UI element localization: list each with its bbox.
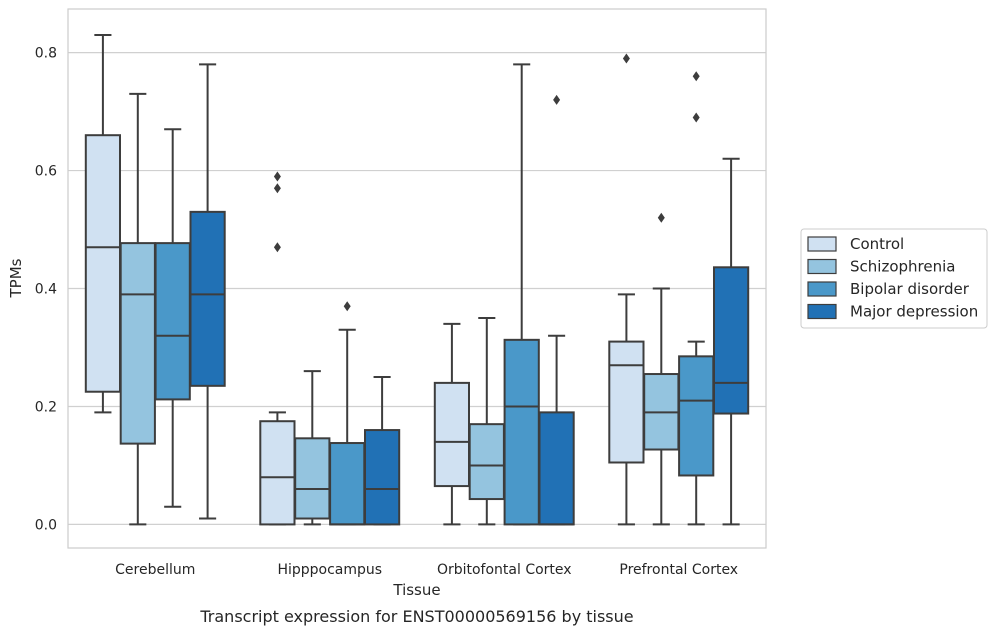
legend-label: Control — [850, 235, 904, 253]
box — [189, 210, 226, 387]
x-axis-label: Tissue — [392, 581, 440, 599]
x-tick-label: Hipppocampus — [277, 562, 382, 578]
box — [503, 338, 540, 526]
plot-frame — [67, 8, 767, 549]
box — [608, 340, 645, 464]
legend-swatch — [807, 236, 837, 252]
box-group — [363, 375, 401, 526]
box-group — [468, 317, 505, 526]
box-group — [433, 322, 471, 526]
box — [538, 411, 575, 526]
legend-swatch — [807, 303, 837, 320]
box — [294, 437, 331, 520]
box-group — [154, 128, 191, 508]
box-group — [119, 92, 156, 526]
legend-label: Major depression — [850, 303, 978, 321]
y-tick-labels: 0.0 0.2 0.4 0.6 0.8 — [35, 46, 57, 534]
outlier-point — [657, 212, 665, 223]
box-groups — [84, 33, 750, 526]
box-group — [294, 370, 331, 526]
legend-entries: Control Schizophrenia Bipolar disorder Majo… — [807, 235, 978, 321]
box — [154, 242, 191, 401]
box — [119, 242, 156, 445]
x-tick-label: Prefrontal Cortex — [619, 562, 738, 578]
y-tick-label: 0.6 — [35, 164, 57, 180]
legend-swatch — [807, 281, 837, 297]
box — [363, 429, 401, 526]
outlier-point — [273, 183, 281, 194]
outlier-point — [343, 301, 351, 312]
y-tick-label: 0.4 — [35, 282, 57, 298]
y-tick-label: 0.8 — [35, 46, 57, 62]
box-group — [84, 33, 122, 414]
y-tick-label: 0.0 — [35, 517, 57, 533]
outlier-point — [273, 242, 281, 253]
box-group — [259, 171, 296, 526]
box-group — [329, 301, 366, 526]
outlier-point — [622, 53, 630, 64]
legend-swatch — [807, 258, 837, 275]
box — [84, 134, 122, 393]
legend-label: Bipolar disorder — [850, 280, 970, 298]
box-group — [712, 157, 750, 526]
box-group — [538, 94, 575, 526]
x-tick-label: Cerebellum — [115, 562, 195, 578]
legend-item: Major depression — [807, 303, 978, 321]
legend-item: Control — [807, 235, 904, 253]
legend-label: Schizophrenia — [850, 258, 955, 276]
y-axis-label: TPMs — [7, 258, 25, 298]
legend-frame — [800, 228, 988, 329]
box — [433, 381, 471, 488]
legend-item: Schizophrenia — [807, 258, 955, 276]
outlier-point — [553, 94, 561, 105]
x-tick-label: Orbitofontal Cortex — [437, 562, 572, 578]
box — [259, 420, 296, 526]
outlier-point — [692, 112, 700, 123]
legend-item: Bipolar disorder — [807, 280, 970, 298]
box-group — [678, 71, 715, 526]
box-group — [503, 63, 540, 526]
box-group — [608, 53, 645, 526]
box — [329, 442, 366, 526]
x-tick-labels: Cerebellum Hipppocampus Orbitofontal Corte… — [115, 562, 738, 578]
box — [678, 355, 715, 477]
outlier-point — [273, 171, 281, 182]
figure-caption: Transcript expression for ENST0000056915… — [199, 607, 633, 626]
outlier-point — [692, 71, 700, 82]
box — [712, 266, 750, 415]
box-group — [643, 212, 680, 526]
y-tick-label: 0.2 — [35, 399, 57, 415]
legend: Control Schizophrenia Bipolar disorder Majo… — [800, 228, 988, 329]
box — [468, 423, 505, 501]
box-group — [189, 63, 226, 520]
